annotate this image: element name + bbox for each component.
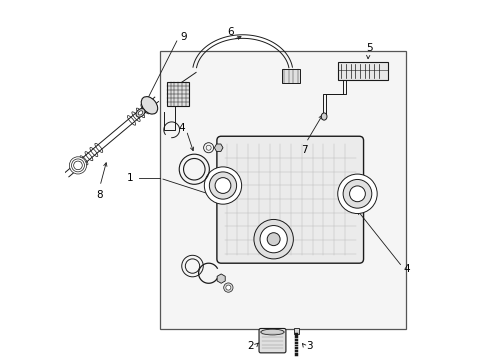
Text: 9: 9 xyxy=(180,32,187,42)
Circle shape xyxy=(69,157,86,174)
Circle shape xyxy=(337,174,376,213)
Bar xyxy=(337,62,387,80)
FancyBboxPatch shape xyxy=(259,328,285,353)
Text: 8: 8 xyxy=(96,190,102,200)
FancyBboxPatch shape xyxy=(217,136,363,263)
Polygon shape xyxy=(217,274,225,283)
Circle shape xyxy=(225,285,230,290)
Circle shape xyxy=(215,177,230,193)
Bar xyxy=(293,328,299,334)
Circle shape xyxy=(223,283,233,292)
Circle shape xyxy=(349,186,365,202)
Bar xyxy=(282,69,300,83)
Circle shape xyxy=(260,226,286,253)
Text: 1: 1 xyxy=(126,173,133,183)
Bar xyxy=(160,51,405,329)
Polygon shape xyxy=(214,144,223,152)
Ellipse shape xyxy=(141,96,157,114)
Ellipse shape xyxy=(321,113,326,120)
Circle shape xyxy=(253,220,293,259)
Circle shape xyxy=(209,172,236,199)
Ellipse shape xyxy=(138,111,142,115)
Text: 7: 7 xyxy=(301,145,307,155)
Text: 3: 3 xyxy=(305,341,312,351)
Bar xyxy=(167,82,189,105)
Text: 6: 6 xyxy=(227,27,234,37)
Circle shape xyxy=(204,167,241,204)
Circle shape xyxy=(343,180,371,208)
Ellipse shape xyxy=(136,109,144,117)
Ellipse shape xyxy=(260,329,284,335)
Text: 4: 4 xyxy=(403,264,409,274)
Circle shape xyxy=(266,233,280,246)
Text: 5: 5 xyxy=(365,43,372,53)
Text: 4: 4 xyxy=(178,123,184,133)
Text: 2: 2 xyxy=(246,341,253,351)
